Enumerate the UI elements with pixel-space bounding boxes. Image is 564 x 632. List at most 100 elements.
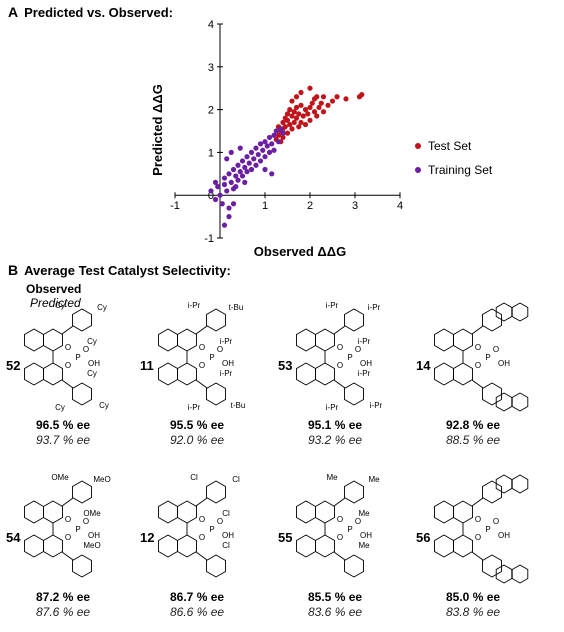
naphthyl-ring-upper-a — [434, 500, 454, 524]
test-set-point — [305, 111, 311, 117]
test-set-point — [280, 119, 286, 126]
phosphate-oxygen: O — [65, 515, 71, 524]
training-set-point — [230, 166, 237, 173]
phosphorus-atom: P — [485, 353, 490, 362]
naphthyl-ring-lower-b — [177, 534, 197, 558]
aryl-ring-lower — [344, 554, 364, 578]
panel-a-heading: Predicted vs. Observed: — [24, 5, 173, 20]
naphthyl-ring-upper-a — [158, 500, 178, 524]
header-predicted: Predicted — [30, 296, 81, 310]
aryl-ring-lower — [206, 382, 226, 406]
predicted-ee: 87.6 % ee — [36, 605, 91, 619]
catalyst-number: 54 — [6, 530, 21, 545]
aryl-ring-lower — [344, 382, 364, 406]
naphthyl-ring-lower-b — [315, 362, 335, 386]
substituent-label: MeO — [93, 475, 110, 484]
test-set-point — [282, 124, 288, 130]
legend-training-label: Training Set — [428, 163, 493, 177]
x-tick-label: 3 — [352, 200, 358, 212]
legend-test-marker — [415, 143, 421, 149]
substituent-label: Cy — [99, 401, 109, 410]
phosphoryl-oxygen: O — [83, 517, 89, 526]
training-set-point — [266, 134, 273, 141]
test-set-point — [300, 113, 306, 119]
phosphate-oxygen: O — [475, 533, 481, 542]
catalyst-number: 55 — [278, 530, 293, 545]
training-set-point — [233, 173, 239, 179]
substituent-label: Cy — [55, 403, 65, 412]
extended-aryl-ring — [511, 564, 529, 584]
substituent-label: i-Pr — [358, 337, 371, 346]
training-set-point — [228, 149, 234, 155]
training-set-point — [221, 181, 228, 188]
catalyst-number: 12 — [140, 530, 155, 545]
extended-aryl-ring — [495, 474, 513, 494]
substituent-label: Cl — [190, 473, 198, 482]
x-tick-label: 1 — [262, 200, 268, 212]
catalyst-card: 14 O O P O OH 92.8 % ee 88.5 % ee — [416, 300, 546, 460]
naphthyl-ring-upper-a — [24, 328, 44, 352]
substituent-label: OMe — [83, 509, 101, 518]
substituent-label: Me — [368, 475, 380, 484]
aryl-ring-upper — [344, 308, 364, 332]
x-axis-label: Observed ΔΔG — [254, 244, 346, 259]
training-set-point — [239, 173, 246, 179]
training-set-point — [269, 141, 275, 147]
test-set-point — [307, 85, 313, 91]
training-set-point — [208, 188, 214, 194]
observed-ee: 85.0 % ee — [446, 590, 501, 604]
panel-b-title: B Average Test Catalyst Selectivity: — [8, 262, 231, 278]
observed-ee: 95.1 % ee — [308, 418, 363, 432]
test-set-point — [284, 130, 291, 136]
test-set-point — [287, 121, 293, 128]
training-set-point — [226, 171, 232, 177]
training-set-point — [233, 184, 239, 190]
legend-test-label: Test Set — [428, 139, 472, 153]
catalyst-card: 53 O O P O OH i-Pr i-Pr i-Pr i-Pr i-Pr i-Pr 95.1 % e… — [278, 300, 408, 460]
test-set-point — [289, 126, 295, 132]
training-set-point — [221, 222, 228, 228]
aryl-ring-lower — [482, 554, 502, 578]
x-tick-label: 4 — [397, 200, 403, 212]
substituent-label: i-Pr — [326, 301, 339, 310]
training-set-point — [253, 145, 259, 151]
naphthyl-ring-lower-a — [434, 362, 454, 386]
test-set-point — [318, 100, 324, 106]
naphthyl-ring-lower-b — [43, 362, 63, 386]
catalyst-number: 11 — [140, 358, 154, 373]
test-set-point — [298, 89, 304, 96]
naphthyl-ring-lower-a — [24, 534, 44, 558]
test-set-point — [291, 119, 297, 126]
phosphoryl-oxygen: O — [217, 517, 223, 526]
test-set-point — [307, 117, 313, 123]
observed-ee: 86.7 % ee — [170, 590, 225, 604]
test-set-point — [314, 113, 320, 119]
test-set-point — [289, 113, 295, 119]
phosphate-oxygen: O — [475, 515, 481, 524]
predicted-ee: 93.2 % ee — [308, 433, 363, 447]
substituent-label: i-Pr — [188, 403, 201, 412]
substituent-label: Cl — [222, 509, 230, 518]
training-set-point — [228, 179, 234, 185]
hydroxyl-group: OH — [360, 531, 372, 540]
test-set-point — [311, 109, 318, 115]
header-observed: Observed — [26, 282, 82, 296]
extended-aryl-ring — [511, 392, 529, 412]
naphthyl-ring-lower-a — [434, 534, 454, 558]
training-set-point — [224, 156, 230, 162]
panel-a-letter: A — [8, 4, 19, 20]
substituent-label: t-Bu — [229, 303, 244, 312]
substituent-label: i-Pr — [370, 401, 383, 410]
training-set-point — [242, 164, 248, 170]
substituent-label: t-Bu — [231, 401, 246, 410]
phosphoryl-oxygen: O — [355, 517, 361, 526]
naphthyl-ring-upper-b — [453, 328, 473, 352]
substituent-label: i-Pr — [326, 403, 339, 412]
catalyst-number: 56 — [416, 530, 431, 545]
training-set-point — [212, 179, 219, 185]
catalyst-number: 53 — [278, 358, 293, 373]
test-set-point — [302, 121, 309, 128]
